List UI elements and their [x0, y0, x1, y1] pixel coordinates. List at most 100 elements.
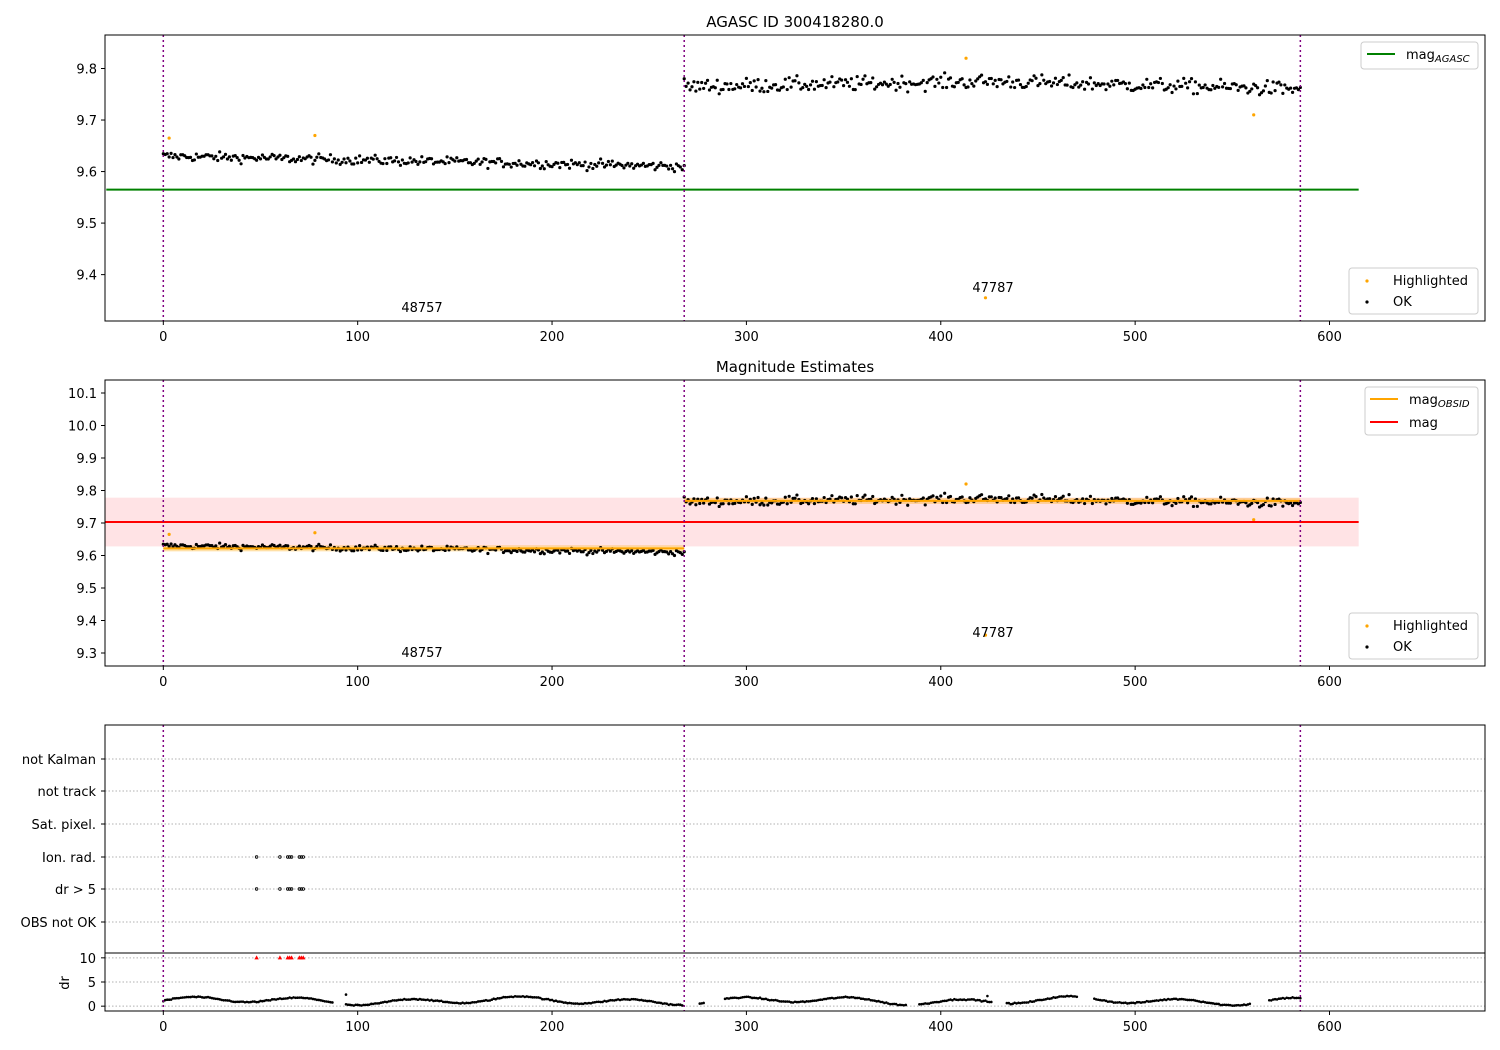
ok-point [702, 86, 706, 91]
flag-label-2: Sat. pixel. [32, 818, 96, 833]
ok-point [773, 83, 778, 87]
ok-point [1228, 86, 1232, 91]
legend-ok-label: OK [1393, 295, 1412, 310]
dr-point [465, 1001, 468, 1005]
dr-point [507, 995, 511, 999]
dr-point [513, 994, 517, 998]
ok-point [1092, 81, 1096, 85]
ok-point [408, 156, 412, 160]
ok-point [764, 496, 768, 500]
dr-point [1030, 1000, 1034, 1004]
dr-point [484, 998, 488, 1002]
ok-point [1112, 83, 1116, 87]
ok-point [225, 157, 230, 161]
flags-panel-marks [105, 725, 1485, 1011]
ok-point [783, 495, 787, 499]
dr-point [745, 995, 748, 999]
magnitude-panel-title: Magnitude Estimates [716, 358, 874, 376]
ok-point [1236, 502, 1240, 506]
ok-point [272, 543, 276, 548]
dr-point [931, 1001, 935, 1004]
dr-point [539, 996, 542, 1000]
dr-point [439, 999, 443, 1003]
agasc-legend-lower: Highlighted OK [1348, 267, 1479, 315]
ok-point [581, 550, 585, 554]
dr-point [1075, 995, 1079, 999]
ok-point [233, 154, 237, 158]
dr-point [265, 998, 268, 1002]
ok-point [558, 551, 562, 555]
ok-point [529, 163, 533, 167]
ok-point [960, 495, 964, 499]
ok-point [908, 80, 912, 84]
ok-point [591, 166, 595, 171]
ok-point [758, 89, 762, 93]
ok-point [966, 85, 970, 89]
ok-point [976, 77, 980, 81]
x-tick-label-200: 200 [540, 1020, 565, 1035]
ok-point [344, 161, 348, 165]
ok-point [727, 502, 731, 506]
ok-point [1254, 83, 1258, 88]
dr-point [1299, 996, 1302, 1000]
dr-point [663, 1002, 667, 1005]
dr-point [379, 1001, 383, 1005]
ok-point [733, 501, 737, 505]
dr-point [680, 1004, 684, 1007]
dr-point [1231, 1004, 1234, 1007]
dr-point [809, 999, 812, 1003]
x-tick-label-0: 0 [159, 1020, 167, 1035]
ok-point [995, 84, 999, 89]
dr-point [1054, 996, 1057, 1000]
dr-point [645, 999, 649, 1003]
ok-point [1053, 76, 1058, 80]
ok-point [194, 152, 198, 156]
flag-marker [289, 855, 294, 859]
ok-point [445, 155, 449, 159]
dr-point [1196, 999, 1199, 1003]
ok-point [882, 80, 887, 84]
dr-point [834, 996, 838, 1000]
ok-point [1281, 504, 1285, 508]
dr-point [191, 995, 194, 998]
dr-point [1244, 1003, 1248, 1007]
dr-point [741, 995, 744, 999]
dr-point [591, 1001, 595, 1004]
dr-point [758, 996, 762, 1000]
ok-point [515, 163, 519, 167]
ok-point [659, 161, 663, 165]
ok-point [398, 163, 403, 167]
dr-point [1271, 998, 1275, 1001]
ok-point [1040, 492, 1044, 497]
dr-point [331, 1001, 334, 1004]
dr-point [888, 1002, 892, 1006]
dr-point [735, 996, 738, 1000]
magnitude-legend-upper: magOBSID mag [1364, 386, 1479, 436]
ok-point [849, 77, 853, 81]
ok-point [286, 544, 290, 548]
agasc-annotation-47787: 47787 [972, 281, 1013, 296]
ok-point [669, 549, 673, 554]
ok-point [1067, 73, 1071, 77]
ok-point [890, 495, 894, 499]
dr-point [278, 997, 282, 1000]
ok-point [770, 86, 774, 90]
ok-point [550, 165, 554, 169]
dr-point [169, 998, 173, 1001]
flag-marker [286, 855, 290, 859]
ok-point [700, 80, 704, 85]
dr-point [255, 1000, 258, 1004]
ok-point [1016, 78, 1021, 82]
ok-point [1141, 83, 1145, 87]
ok-point [1090, 501, 1094, 506]
dr-point [467, 1001, 470, 1005]
dr-point [1007, 1001, 1011, 1005]
ok-point [692, 80, 696, 84]
ok-point [746, 84, 750, 89]
dr-point [1199, 1000, 1203, 1004]
dr-point [323, 999, 326, 1003]
ok-point [1110, 496, 1114, 501]
dr-point [393, 999, 396, 1002]
dr-point [1046, 997, 1049, 1000]
dr-point [531, 996, 534, 999]
